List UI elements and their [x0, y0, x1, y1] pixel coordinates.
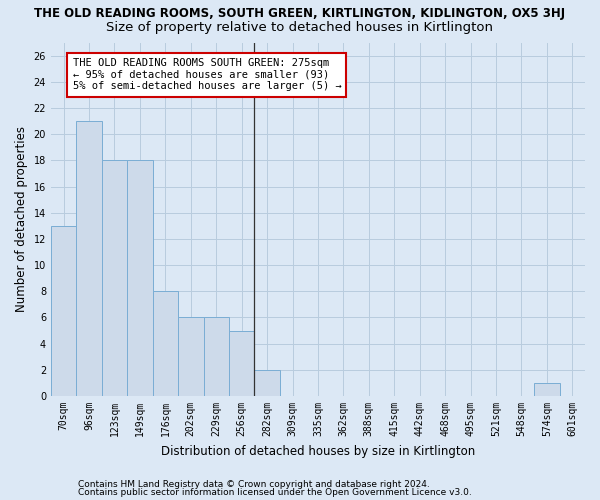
Text: Size of property relative to detached houses in Kirtlington: Size of property relative to detached ho…	[107, 21, 493, 34]
X-axis label: Distribution of detached houses by size in Kirtlington: Distribution of detached houses by size …	[161, 444, 475, 458]
Text: Contains HM Land Registry data © Crown copyright and database right 2024.: Contains HM Land Registry data © Crown c…	[78, 480, 430, 489]
Bar	[51, 226, 76, 396]
Bar	[254, 370, 280, 396]
Bar	[229, 330, 254, 396]
Bar	[203, 318, 229, 396]
Bar	[102, 160, 127, 396]
Text: THE OLD READING ROOMS SOUTH GREEN: 275sqm
← 95% of detached houses are smaller (: THE OLD READING ROOMS SOUTH GREEN: 275sq…	[73, 58, 341, 92]
Bar	[178, 318, 203, 396]
Bar	[127, 160, 152, 396]
Bar	[534, 383, 560, 396]
Text: Contains public sector information licensed under the Open Government Licence v3: Contains public sector information licen…	[78, 488, 472, 497]
Bar	[152, 292, 178, 396]
Bar	[76, 121, 102, 396]
Text: THE OLD READING ROOMS, SOUTH GREEN, KIRTLINGTON, KIDLINGTON, OX5 3HJ: THE OLD READING ROOMS, SOUTH GREEN, KIRT…	[34, 8, 566, 20]
Y-axis label: Number of detached properties: Number of detached properties	[15, 126, 28, 312]
